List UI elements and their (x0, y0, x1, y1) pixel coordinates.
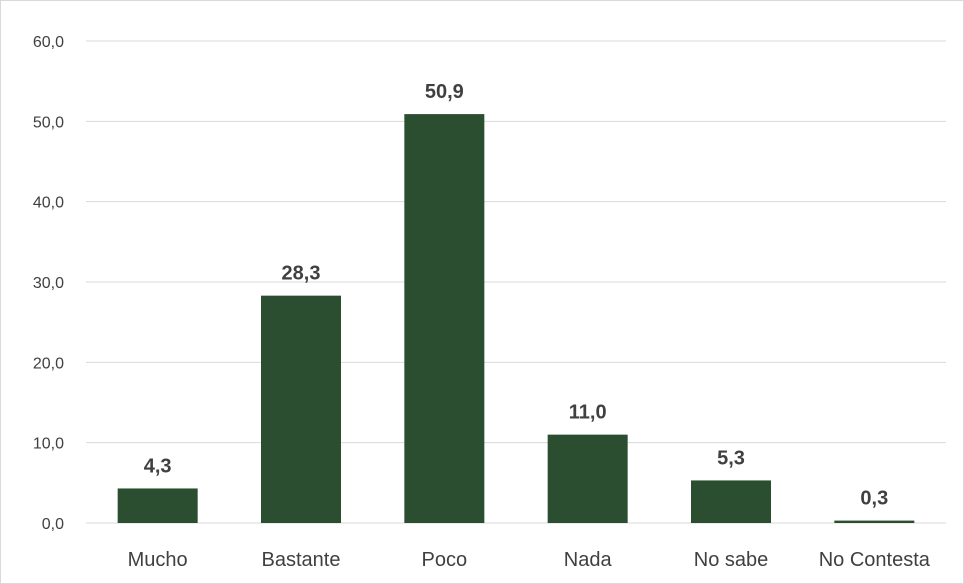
y-tick-label: 0,0 (42, 516, 64, 533)
bar (261, 295, 341, 523)
data-labels: 4,3 28,3 50,9 11,0 5,3 0,3 (144, 81, 888, 509)
x-category-label: Bastante (262, 549, 341, 571)
data-label: 28,3 (282, 263, 321, 285)
data-label: 11,0 (569, 402, 607, 424)
bar (834, 520, 915, 523)
data-label: 50,9 (425, 81, 464, 103)
y-axis-tick-labels: 0,0 10,0 20,0 30,0 40,0 50,0 60,0 (33, 34, 64, 533)
data-label: 0,3 (860, 488, 888, 510)
x-category-label: Poco (422, 549, 468, 571)
x-axis-category-labels: Mucho Bastante Poco Nada No sabe No Contesta (128, 549, 931, 571)
y-tick-label: 40,0 (33, 195, 64, 212)
x-category-label: Nada (564, 549, 613, 571)
gridlines (86, 40, 946, 524)
x-category-label: No Contesta (819, 549, 931, 571)
data-label: 5,3 (717, 447, 745, 469)
x-category-label: No sabe (694, 549, 769, 571)
bar (691, 480, 771, 523)
y-tick-label: 30,0 (33, 275, 64, 292)
bar (404, 114, 485, 523)
y-tick-label: 20,0 (33, 355, 64, 372)
bars (117, 114, 915, 523)
bar (117, 488, 198, 523)
x-category-label: Mucho (128, 549, 188, 571)
y-tick-label: 60,0 (33, 34, 64, 51)
y-tick-label: 50,0 (33, 114, 64, 131)
data-label: 4,3 (144, 455, 172, 477)
bar (547, 434, 628, 523)
y-tick-label: 10,0 (33, 436, 64, 453)
